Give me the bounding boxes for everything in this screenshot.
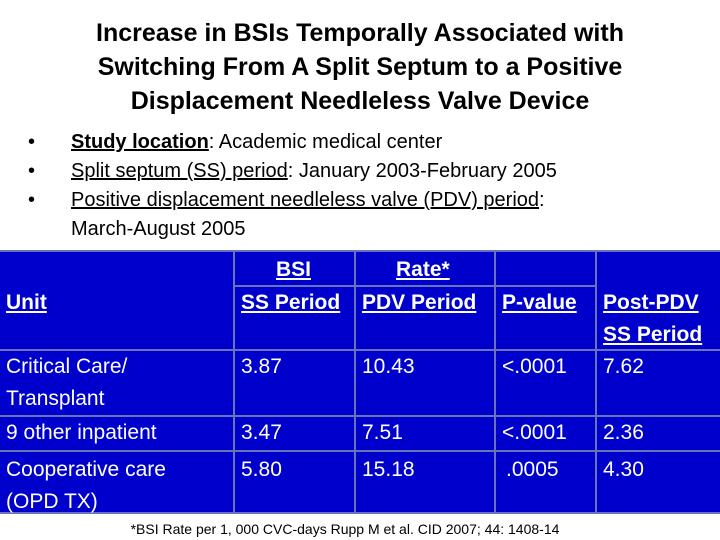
group-header-bsi: BSI bbox=[276, 258, 312, 281]
column-header-ss-period: SS Period bbox=[241, 291, 341, 314]
table-cell-ss: 5.80 bbox=[241, 458, 282, 481]
bullet-dot: • bbox=[28, 160, 36, 182]
column-header-post-pdv: Post-PDV SS Period bbox=[597, 287, 702, 351]
table-cell-pdv: 7.51 bbox=[362, 421, 403, 444]
column-divider bbox=[494, 252, 496, 512]
bullet-term: Study location bbox=[71, 131, 209, 153]
footnote: *BSI Rate per 1, 000 CVC-days Rupp M et … bbox=[0, 520, 720, 538]
title-line-2: Switching From A Split Septum to a Posit… bbox=[97, 53, 623, 81]
column-header-post-pdv-line1: Post-PDV bbox=[603, 291, 699, 314]
bullet-continuation: March-August 2005 bbox=[71, 218, 246, 240]
row-divider bbox=[0, 415, 720, 417]
bullet-item-ss-period: • Split septum (SS) period: January 2003-… bbox=[28, 157, 708, 186]
column-header-pdv-period: PDV Period bbox=[362, 291, 477, 314]
table-row-unit: Cooperative care (OPD TX) bbox=[0, 454, 166, 518]
table-row-unit: Critical Care/ Transplant bbox=[0, 351, 127, 415]
bullet-text: : January 2003-February 2005 bbox=[287, 160, 557, 182]
table-cell-ss: 3.47 bbox=[241, 421, 282, 444]
row-divider bbox=[0, 349, 720, 351]
bsi-rate-table: BSI Rate* Unit SS Period PDV Period P-va… bbox=[0, 250, 720, 514]
column-divider bbox=[233, 252, 235, 512]
column-divider bbox=[354, 252, 356, 512]
table-cell-p: .0005 bbox=[506, 458, 559, 481]
unit-line: Transplant bbox=[6, 387, 105, 410]
slide-title: Increase in BSIs Temporally Associated w… bbox=[20, 16, 700, 118]
row-divider bbox=[0, 450, 720, 452]
bullet-text: : Academic medical center bbox=[208, 131, 443, 153]
row-divider bbox=[234, 285, 595, 287]
bullet-dot: • bbox=[28, 189, 36, 211]
unit-line: Critical Care/ bbox=[6, 355, 128, 378]
table-cell-ss: 3.87 bbox=[241, 355, 282, 378]
unit-line: (OPD TX) bbox=[6, 490, 98, 513]
column-header-unit: Unit bbox=[6, 291, 47, 314]
bullet-term: Split septum (SS) period bbox=[71, 160, 288, 182]
table-cell-pdv: 15.18 bbox=[362, 458, 415, 481]
bullet-text: : bbox=[539, 189, 545, 211]
group-header-rate: Rate* bbox=[396, 258, 450, 281]
table-cell-post: 2.36 bbox=[603, 421, 644, 444]
bullet-dot: • bbox=[28, 131, 36, 153]
bullet-item-study-location: • Study location: Academic medical center bbox=[28, 128, 708, 157]
column-divider bbox=[595, 252, 597, 512]
footnote-text: *BSI Rate per 1, 000 CVC-days Rupp M et … bbox=[130, 521, 560, 537]
bullet-list: • Study location: Academic medical center… bbox=[28, 128, 708, 244]
column-header-p-value: P-value bbox=[502, 291, 577, 314]
title-line-1: Increase in BSIs Temporally Associated w… bbox=[96, 19, 624, 47]
table-cell-pdv: 10.43 bbox=[362, 355, 415, 378]
table-cell-p: <.0001 bbox=[502, 421, 567, 444]
bullet-term: Positive displacement needleless valve (… bbox=[71, 189, 540, 211]
table-cell-post: 7.62 bbox=[603, 355, 644, 378]
table-cell-p: <.0001 bbox=[502, 355, 567, 378]
unit-line: Cooperative care bbox=[6, 458, 166, 481]
table-row-unit: 9 other inpatient bbox=[6, 421, 157, 444]
table-cell-post: 4.30 bbox=[603, 458, 644, 481]
column-header-post-pdv-line2: SS Period bbox=[603, 323, 703, 346]
bullet-item-pdv-period: • Positive displacement needleless valve … bbox=[28, 186, 708, 244]
title-line-3: Displacement Needleless Valve Device bbox=[130, 87, 590, 115]
